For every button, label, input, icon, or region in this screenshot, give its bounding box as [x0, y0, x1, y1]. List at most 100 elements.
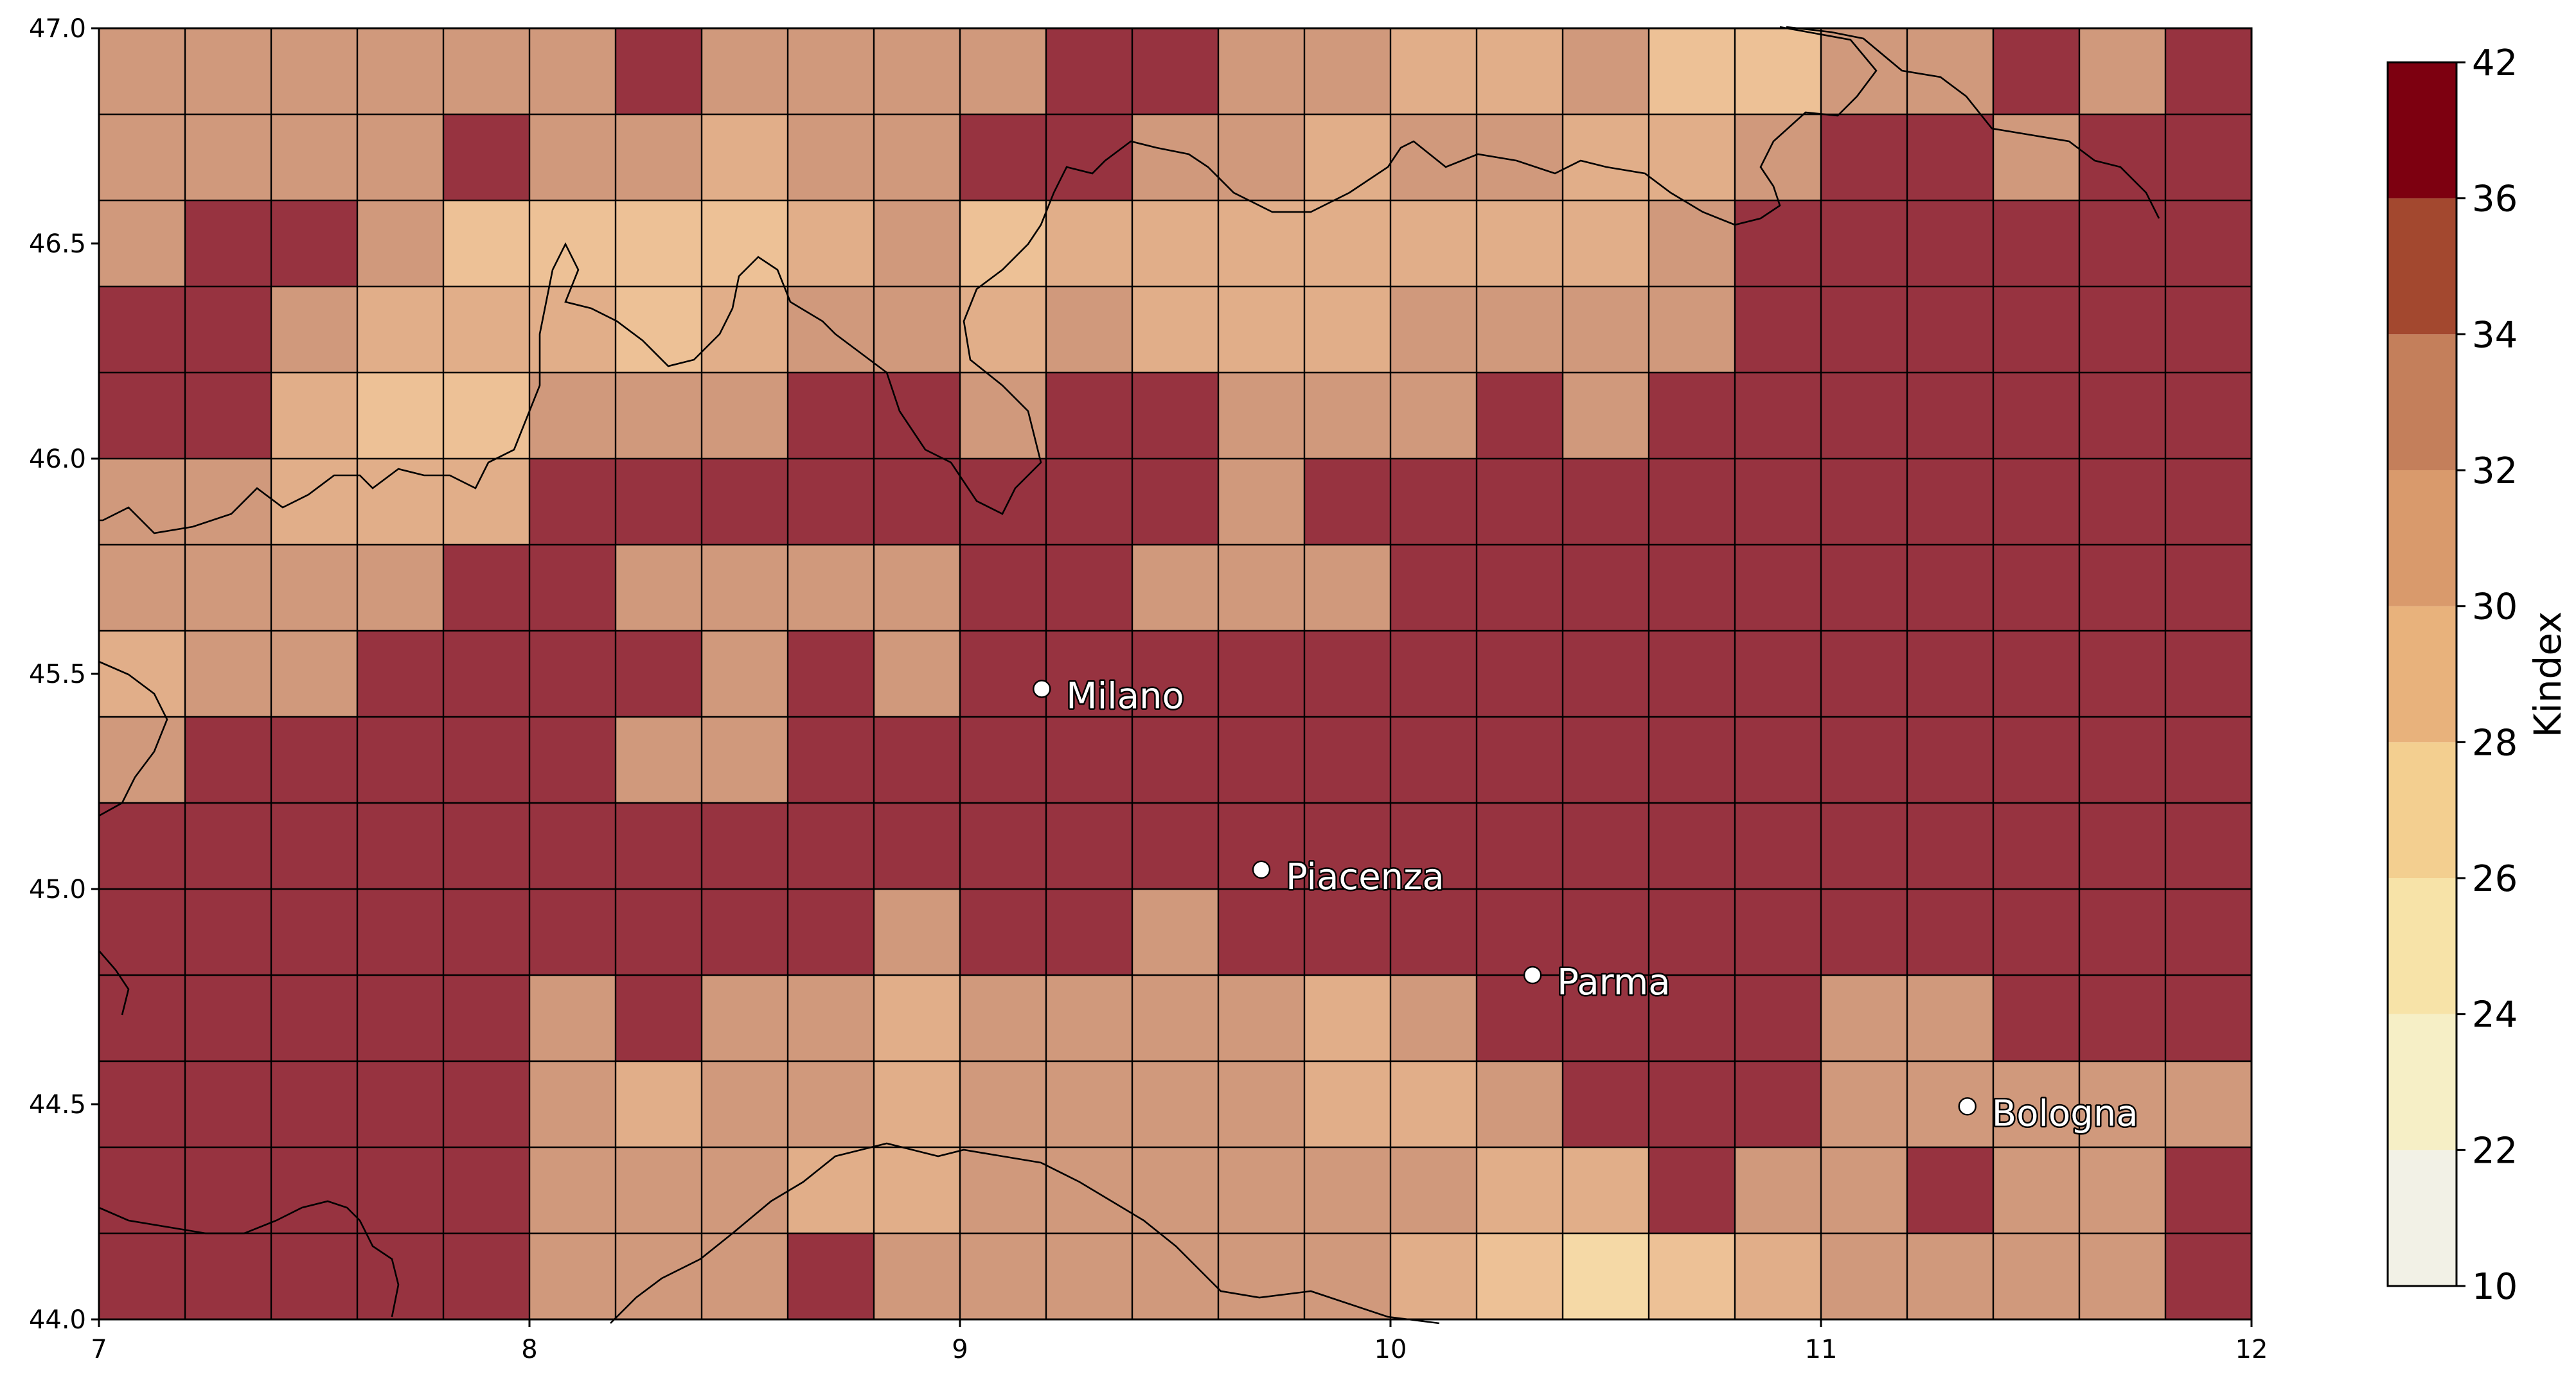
kindex-cell — [357, 1061, 443, 1147]
kindex-cell — [529, 373, 616, 459]
kindex-cell — [2165, 545, 2252, 631]
x-tick-label: 12 — [2235, 1335, 2268, 1364]
kindex-cell — [1649, 286, 1735, 373]
kindex-cell — [616, 286, 702, 373]
kindex-cell — [1735, 545, 1821, 631]
kindex-cell — [788, 1061, 874, 1147]
y-tick-label: 44.0 — [29, 1305, 86, 1335]
kindex-cell — [271, 717, 357, 803]
kindex-cell — [185, 200, 271, 286]
kindex-cell — [271, 975, 357, 1061]
kindex-cell — [1477, 286, 1563, 373]
kindex-cell — [702, 459, 788, 545]
y-tick-label: 46.5 — [29, 229, 86, 259]
kindex-cell — [1649, 545, 1735, 631]
x-tick-label: 10 — [1374, 1335, 1407, 1364]
kindex-cell — [271, 286, 357, 373]
kindex-cell — [702, 1061, 788, 1147]
kindex-cell — [702, 1233, 788, 1319]
kindex-cell — [185, 717, 271, 803]
kindex-cell — [1046, 373, 1132, 459]
kindex-cell — [1563, 1233, 1649, 1319]
kindex-cell — [443, 545, 529, 631]
kindex-cell — [357, 889, 443, 975]
kindex-cell — [271, 545, 357, 631]
coastline-and-borders — [98, 26, 2160, 1325]
kindex-cell — [1046, 1147, 1132, 1233]
kindex-cells — [99, 28, 2252, 1319]
kindex-cell — [99, 286, 185, 373]
kindex-cell — [1390, 889, 1477, 975]
kindex-cell — [616, 631, 702, 717]
kindex-cell — [1821, 803, 1907, 889]
kindex-cell — [1046, 1061, 1132, 1147]
kindex-cell — [960, 1147, 1046, 1233]
kindex-cell — [1218, 1061, 1304, 1147]
kindex-cell — [443, 1233, 529, 1319]
kindex-cell — [1218, 889, 1304, 975]
kindex-cell — [1649, 631, 1735, 717]
kindex-cell — [874, 1233, 960, 1319]
colorbar-tick-label: 30 — [2472, 586, 2518, 628]
x-axis-ticks: 7 8 9 10 11 12 — [91, 1319, 2268, 1364]
kindex-cell — [1735, 889, 1821, 975]
kindex-cell — [2079, 286, 2165, 373]
kindex-cell — [185, 373, 271, 459]
coastline — [610, 1142, 1440, 1325]
kindex-cell — [1907, 545, 1993, 631]
kindex-cell — [1046, 28, 1132, 114]
kindex-cell — [2079, 545, 2165, 631]
kindex-cell — [99, 803, 185, 889]
kindex-cell — [2079, 200, 2165, 286]
kindex-cell — [1390, 1147, 1477, 1233]
kindex-cell — [616, 28, 702, 114]
kindex-cell — [1993, 459, 2079, 545]
kindex-cell — [529, 631, 616, 717]
kindex-cell — [357, 975, 443, 1061]
kindex-cell — [2079, 1147, 2165, 1233]
kindex-cell — [1218, 286, 1304, 373]
kindex-cell — [2165, 631, 2252, 717]
kindex-cell — [529, 200, 616, 286]
kindex-cell — [2165, 200, 2252, 286]
kindex-cell — [1563, 717, 1649, 803]
kindex-cell — [788, 975, 874, 1061]
kindex-cell — [1046, 631, 1132, 717]
kindex-cell — [1304, 114, 1390, 200]
kindex-cell — [1046, 803, 1132, 889]
kindex-cell — [357, 286, 443, 373]
colorbar-block — [2388, 1014, 2456, 1150]
kindex-cell — [2079, 1233, 2165, 1319]
kindex-cell — [702, 717, 788, 803]
kindex-cell — [1907, 803, 1993, 889]
kindex-cell — [1907, 717, 1993, 803]
kindex-cell — [874, 1147, 960, 1233]
city-marker — [1958, 1097, 1977, 1116]
kindex-cell — [1218, 1233, 1304, 1319]
kindex-cell — [1390, 28, 1477, 114]
kindex-cell — [1477, 803, 1563, 889]
colorbar-tick-label: 10 — [2472, 1266, 2518, 1308]
kindex-cell — [357, 1233, 443, 1319]
kindex-cell — [702, 286, 788, 373]
kindex-cell — [357, 631, 443, 717]
kindex-cell — [1304, 459, 1390, 545]
kindex-cell — [1304, 975, 1390, 1061]
colorbar: 10 22 24 26 28 30 32 34 36 42 Kindex — [2386, 42, 2570, 1308]
kindex-cell — [1735, 114, 1821, 200]
kindex-cell — [1821, 373, 1907, 459]
kindex-cell — [788, 114, 874, 200]
kindex-cell — [1735, 1147, 1821, 1233]
kindex-cell — [1046, 545, 1132, 631]
kindex-cell — [1046, 286, 1132, 373]
kindex-cell — [1477, 373, 1563, 459]
colorbar-tick-label: 24 — [2472, 994, 2518, 1036]
kindex-cell — [99, 1061, 185, 1147]
kindex-cell — [1046, 717, 1132, 803]
kindex-cell — [874, 373, 960, 459]
kindex-cell — [529, 459, 616, 545]
kindex-cell — [1046, 459, 1132, 545]
x-tick-label: 8 — [521, 1335, 537, 1364]
kindex-cell — [99, 717, 185, 803]
